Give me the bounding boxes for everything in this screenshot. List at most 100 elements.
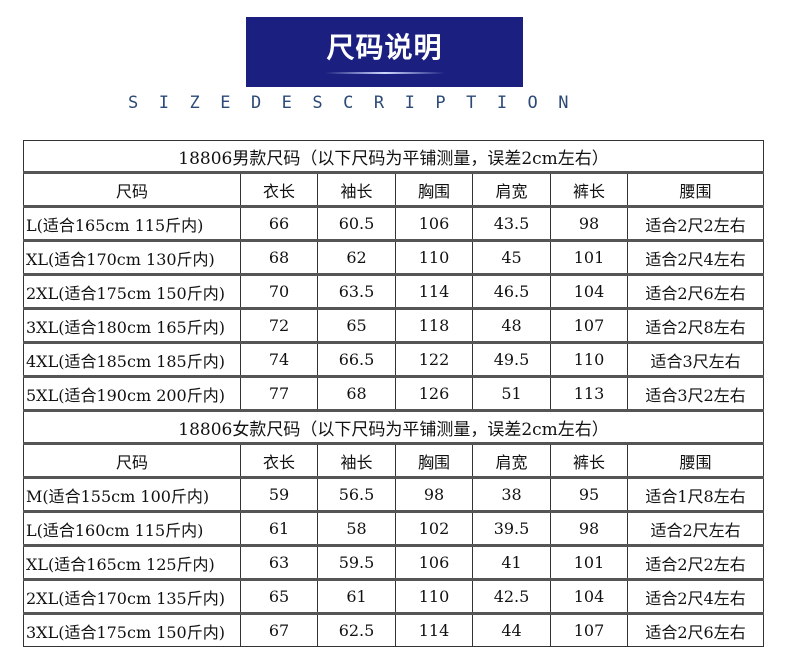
- column-header: 裤长: [550, 442, 628, 478]
- value-cell: 98: [550, 510, 628, 546]
- table-row: 2XL(适合170cm 135斤内) 65 61 110 42.5 104 适合2尺4左右: [23, 578, 765, 614]
- value-cell: 58: [317, 510, 396, 546]
- value-cell: 77: [240, 375, 318, 411]
- table-row: XL(适合170cm 130斤内) 68 62 110 45 101 适合2尺4左右: [23, 239, 765, 275]
- column-header: 肩宽: [472, 171, 551, 207]
- table-row: 5XL(适合190cm 200斤内) 77 68 126 51 113 适合3尺2左右: [23, 375, 765, 411]
- value-cell: 60.5: [317, 205, 396, 241]
- value-cell: 66.5: [317, 341, 396, 377]
- women-section-title: 18806女款尺码（以下尺码为平铺测量，误差2cm左右）: [22, 409, 765, 444]
- value-cell: 63.5: [317, 273, 396, 309]
- banner-title: 尺码说明: [326, 31, 443, 64]
- value-cell: 65: [317, 307, 396, 343]
- size-cell: 4XL(适合185cm 185斤内): [23, 341, 241, 377]
- value-cell: 65: [240, 578, 318, 614]
- value-cell: 39.5: [472, 510, 551, 546]
- value-cell: 43.5: [472, 205, 551, 241]
- table-row: 2XL(适合175cm 150斤内) 70 63.5 114 46.5 104 适合2尺6左…: [23, 273, 765, 309]
- value-cell: 72: [240, 307, 318, 343]
- size-cell: XL(适合165cm 125斤内): [23, 544, 241, 580]
- table-row: 4XL(适合185cm 185斤内) 74 66.5 122 49.5 110 适合3尺左右: [23, 341, 765, 377]
- women-section-row: 18806女款尺码（以下尺码为平铺测量，误差2cm左右）: [22, 409, 765, 444]
- column-header: 腰围: [626, 442, 765, 478]
- column-header: 衣长: [240, 442, 318, 478]
- value-cell: 101: [550, 544, 628, 580]
- value-cell: 110: [395, 578, 473, 614]
- value-cell: 61: [240, 510, 318, 546]
- value-cell: 98: [550, 205, 628, 241]
- size-cell: L(适合165cm 115斤内): [23, 205, 241, 241]
- value-cell: 适合2尺6左右: [626, 612, 765, 647]
- value-cell: 62: [317, 239, 396, 275]
- banner-subtitle: SIZEDESCRIPTION: [128, 93, 590, 113]
- value-cell: 42.5: [472, 578, 551, 614]
- value-cell: 51: [472, 375, 551, 411]
- value-cell: 49.5: [472, 341, 551, 377]
- value-cell: 74: [240, 341, 318, 377]
- value-cell: 106: [395, 544, 473, 580]
- value-cell: 38: [472, 476, 551, 512]
- value-cell: 适合2尺左右: [626, 510, 765, 546]
- column-header: 胸围: [395, 442, 473, 478]
- value-cell: 68: [317, 375, 396, 411]
- size-cell: M(适合155cm 100斤内): [23, 476, 241, 512]
- value-cell: 114: [395, 612, 473, 647]
- value-cell: 适合2尺6左右: [626, 273, 765, 309]
- value-cell: 适合2尺4左右: [626, 239, 765, 275]
- column-header: 胸围: [395, 171, 473, 207]
- value-cell: 101: [550, 239, 628, 275]
- value-cell: 适合2尺4左右: [626, 578, 765, 614]
- size-cell: 3XL(适合175cm 150斤内): [23, 612, 241, 647]
- title-banner: 尺码说明: [246, 17, 523, 87]
- table-row: XL(适合165cm 125斤内) 63 59.5 106 41 101 适合2尺2左右: [23, 544, 765, 580]
- men-section-title: 18806男款尺码（以下尺码为平铺测量，误差2cm左右）: [22, 140, 765, 173]
- size-table: 18806男款尺码（以下尺码为平铺测量，误差2cm左右） 尺码 衣长 袖长 胸围 肩宽 裤长…: [22, 140, 765, 647]
- value-cell: 48: [472, 307, 551, 343]
- value-cell: 适合3尺2左右: [626, 375, 765, 411]
- value-cell: 70: [240, 273, 318, 309]
- column-header: 尺码: [23, 171, 241, 207]
- value-cell: 104: [550, 273, 628, 309]
- column-header: 袖长: [317, 442, 396, 478]
- banner-underline: [324, 72, 445, 74]
- value-cell: 59: [240, 476, 318, 512]
- value-cell: 95: [550, 476, 628, 512]
- size-cell: XL(适合170cm 130斤内): [23, 239, 241, 275]
- value-cell: 61: [317, 578, 396, 614]
- value-cell: 122: [395, 341, 473, 377]
- value-cell: 98: [395, 476, 473, 512]
- value-cell: 104: [550, 578, 628, 614]
- value-cell: 45: [472, 239, 551, 275]
- value-cell: 56.5: [317, 476, 396, 512]
- value-cell: 106: [395, 205, 473, 241]
- value-cell: 68: [240, 239, 318, 275]
- value-cell: 59.5: [317, 544, 396, 580]
- table-row: L(适合165cm 115斤内) 66 60.5 106 43.5 98 适合2尺2左右: [23, 205, 765, 241]
- size-cell: 3XL(适合180cm 165斤内): [23, 307, 241, 343]
- value-cell: 107: [550, 307, 628, 343]
- value-cell: 114: [395, 273, 473, 309]
- header-row: 尺码 衣长 袖长 胸围 肩宽 裤长 腰围: [23, 171, 765, 207]
- column-header: 袖长: [317, 171, 396, 207]
- table-row: M(适合155cm 100斤内) 59 56.5 98 38 95 适合1尺8左右: [23, 476, 765, 512]
- table-row: 3XL(适合175cm 150斤内) 67 62.5 114 44 107 适合2尺6左右: [23, 612, 765, 647]
- size-cell: L(适合160cm 115斤内): [23, 510, 241, 546]
- value-cell: 118: [395, 307, 473, 343]
- size-cell: 5XL(适合190cm 200斤内): [23, 375, 241, 411]
- size-cell: 2XL(适合170cm 135斤内): [23, 578, 241, 614]
- value-cell: 113: [550, 375, 628, 411]
- value-cell: 110: [395, 239, 473, 275]
- size-cell: 2XL(适合175cm 150斤内): [23, 273, 241, 309]
- value-cell: 110: [550, 341, 628, 377]
- value-cell: 66: [240, 205, 318, 241]
- column-header: 腰围: [626, 171, 765, 207]
- column-header: 尺码: [23, 442, 241, 478]
- column-header: 裤长: [550, 171, 628, 207]
- value-cell: 适合1尺8左右: [626, 476, 765, 512]
- value-cell: 46.5: [472, 273, 551, 309]
- value-cell: 102: [395, 510, 473, 546]
- value-cell: 适合2尺2左右: [626, 205, 765, 241]
- value-cell: 67: [240, 612, 318, 647]
- men-section-row: 18806男款尺码（以下尺码为平铺测量，误差2cm左右）: [22, 140, 765, 173]
- value-cell: 41: [472, 544, 551, 580]
